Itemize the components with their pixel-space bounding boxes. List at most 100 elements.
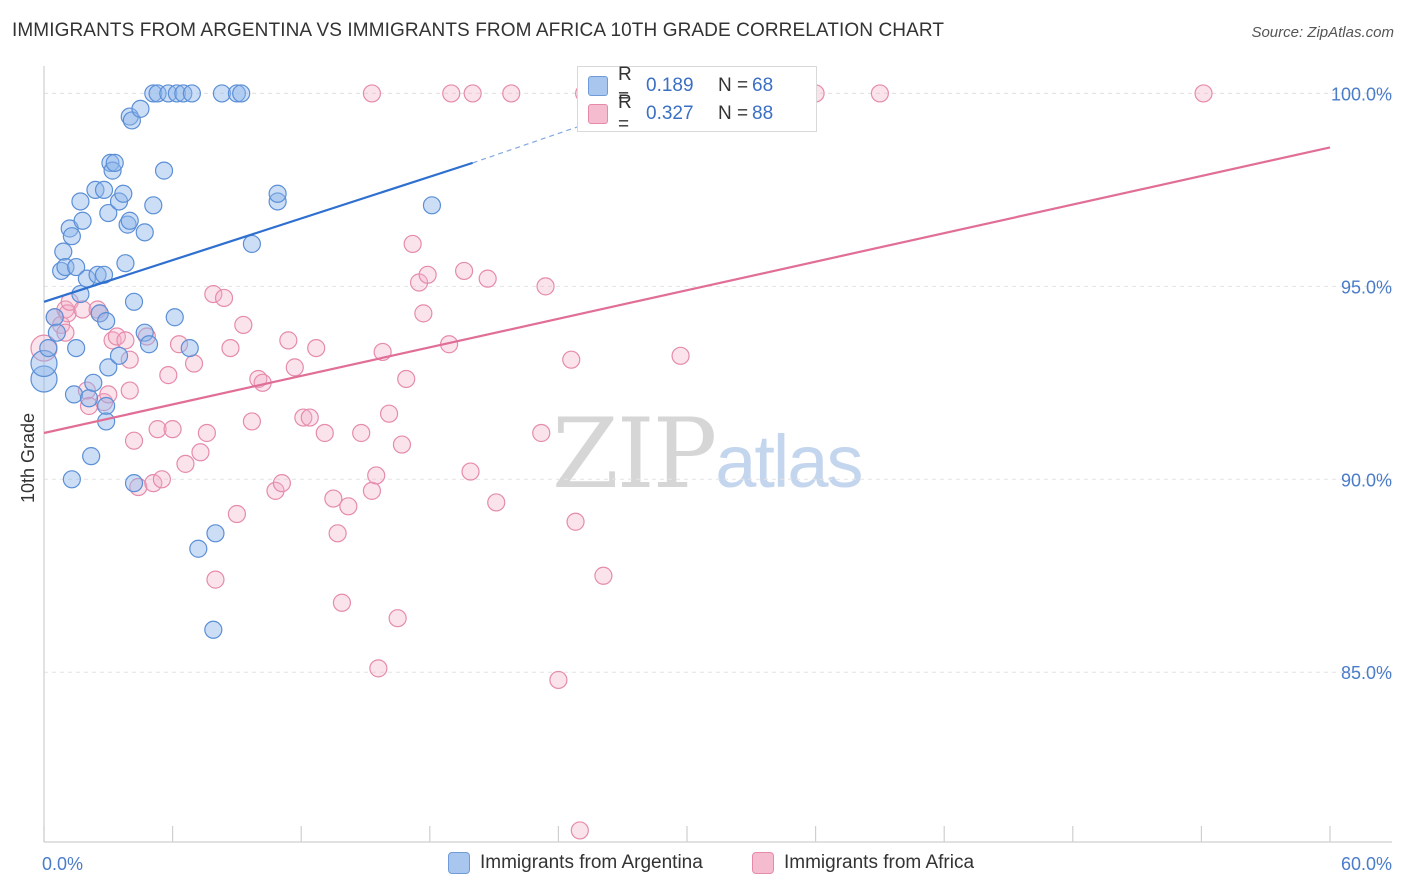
y-axis-title: 10th Grade (18, 413, 38, 503)
argentina-point (124, 474, 144, 493)
africa-legend-swatch (752, 852, 774, 874)
africa-point (221, 339, 240, 358)
africa-point (566, 512, 585, 531)
argentina-point (30, 349, 58, 378)
africa-point (403, 234, 422, 254)
argentina-point (144, 196, 163, 215)
argentina-point (165, 308, 184, 327)
argentina-point (71, 284, 90, 304)
africa-point (442, 84, 461, 103)
africa-point (463, 84, 482, 103)
argentina-point (97, 311, 116, 331)
argentina-point (180, 339, 199, 358)
legend-item-africa[interactable]: Immigrants from Africa (752, 852, 974, 874)
argentina-point (97, 396, 116, 416)
trend-lines (43, 121, 1331, 435)
argentina-point (109, 346, 129, 365)
africa-point (197, 423, 216, 443)
africa-point (152, 470, 171, 489)
africa-point (191, 443, 210, 462)
africa-point (502, 84, 521, 103)
y-tick-label: 90.0% (1341, 470, 1392, 490)
argentina-point (232, 84, 251, 103)
argentina-point (227, 84, 246, 103)
argentina-point (212, 84, 231, 103)
africa-point (242, 412, 262, 431)
africa-point (116, 331, 135, 350)
series-legend: Immigrants from Argentina Immigrants fro… (0, 852, 1406, 878)
africa-point (176, 454, 195, 473)
africa-point (362, 84, 382, 103)
africa-point (549, 670, 568, 690)
africa-point (307, 339, 326, 358)
argentina-point (54, 242, 73, 261)
legend-label-africa: Immigrants from Africa (784, 852, 975, 873)
argentina-point (114, 184, 133, 203)
r-label: R = (618, 64, 632, 107)
argentina-point (422, 196, 442, 215)
watermark-atlas: atlas (715, 420, 863, 503)
africa-trend-line (43, 146, 1331, 435)
argentina-point (124, 292, 144, 311)
africa-point (107, 327, 126, 346)
argentina-point (206, 524, 225, 543)
argentina-point (154, 161, 174, 180)
argentina-point (105, 153, 124, 172)
argentina-point (79, 389, 99, 408)
argentina-point (189, 539, 208, 558)
africa-point (234, 315, 253, 335)
argentina-point (204, 620, 223, 639)
r-value: 0.189 (646, 75, 694, 96)
africa-point (120, 381, 139, 400)
legend-row-argentina: R = 0.189 N = 68 (588, 64, 773, 107)
africa-point (454, 261, 474, 281)
africa-point (300, 408, 319, 427)
x-tick-label-max: 60.0% (1341, 854, 1392, 874)
argentina-point (99, 203, 118, 223)
africa-point (332, 593, 352, 612)
argentina-point (135, 223, 154, 242)
chart-title: IMMIGRANTS FROM ARGENTINA VS IMMIGRANTS … (12, 20, 945, 41)
source-credit: Source: ZipAtlas.com (1251, 24, 1394, 41)
africa-point (461, 462, 480, 481)
africa-point (227, 504, 246, 524)
argentina-point (120, 211, 139, 230)
africa-point (362, 481, 382, 500)
argentina-point (131, 99, 150, 118)
africa-point (324, 489, 343, 508)
africa-point (367, 466, 386, 485)
argentina-point (67, 257, 86, 277)
africa-point (388, 609, 407, 628)
argentina-point (56, 257, 75, 277)
africa-point (206, 570, 225, 589)
africa-point (294, 408, 313, 427)
argentina-point (148, 84, 167, 103)
africa-point (214, 288, 234, 308)
africa-point (594, 566, 613, 585)
argentina-point (116, 254, 135, 273)
legend-item-argentina[interactable]: Immigrants from Argentina (448, 852, 703, 874)
africa-point (279, 331, 298, 350)
africa-point (570, 821, 589, 840)
africa-point (159, 366, 178, 385)
argentina-points (30, 84, 442, 639)
n-label: N = (718, 75, 749, 96)
argentina-point (268, 184, 287, 203)
africa-point (418, 265, 437, 284)
africa-point (671, 346, 690, 365)
y-tick-label: 85.0% (1341, 663, 1392, 683)
argentina-point (82, 447, 101, 466)
africa-swatch (588, 104, 608, 124)
africa-point (124, 431, 144, 450)
africa-point (562, 350, 581, 369)
argentina-point (62, 470, 81, 489)
zipatlas-watermark: ZIPatlas (552, 398, 864, 510)
africa-point (414, 304, 433, 323)
africa-point (397, 369, 416, 389)
argentina-point (167, 84, 186, 103)
argentina-point (62, 227, 81, 246)
n-value: 88 (752, 103, 774, 124)
argentina-point (67, 339, 86, 358)
africa-point (272, 474, 292, 493)
